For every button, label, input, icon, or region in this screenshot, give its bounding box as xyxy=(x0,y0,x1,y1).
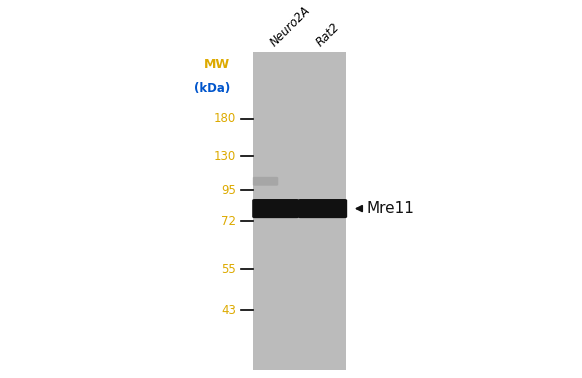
Text: 95: 95 xyxy=(221,184,236,197)
Text: MW: MW xyxy=(204,58,230,71)
Text: Rat2: Rat2 xyxy=(314,20,342,49)
Text: 43: 43 xyxy=(221,304,236,316)
Text: 180: 180 xyxy=(214,112,236,125)
Text: 72: 72 xyxy=(221,215,236,228)
Text: Mre11: Mre11 xyxy=(366,201,414,216)
FancyBboxPatch shape xyxy=(252,199,299,218)
Bar xyxy=(253,52,346,370)
Text: (kDa): (kDa) xyxy=(194,82,230,95)
Text: Neuro2A: Neuro2A xyxy=(267,3,313,49)
FancyBboxPatch shape xyxy=(253,177,278,186)
Text: 55: 55 xyxy=(221,263,236,276)
Text: 130: 130 xyxy=(214,150,236,163)
FancyBboxPatch shape xyxy=(298,199,347,218)
